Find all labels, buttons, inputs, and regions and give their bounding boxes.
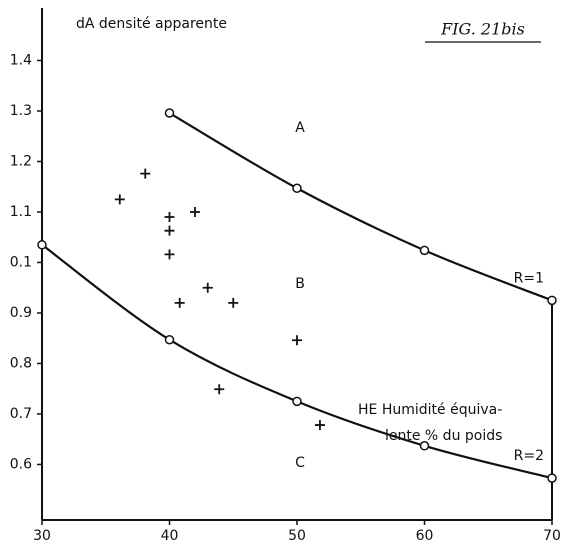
x-tick-label: 30 (33, 528, 51, 544)
y-tick-label: 1.4 (10, 52, 32, 68)
curve (168, 112, 553, 302)
curve-point (292, 396, 302, 407)
annotation: A (295, 120, 305, 136)
curve-point (37, 240, 47, 250)
cross-point (140, 168, 151, 179)
annotation: B (295, 276, 305, 292)
cross-point (164, 249, 175, 260)
curve-point (164, 334, 175, 345)
x-tick-label: 50 (288, 528, 306, 544)
curve-point (547, 295, 557, 306)
curve-point (292, 183, 302, 193)
legend-label: R=1 (514, 270, 544, 286)
curve-point (419, 245, 430, 256)
curve-point (419, 441, 430, 451)
cross-point (174, 297, 185, 308)
y-tick-label: 0.6 (10, 456, 32, 472)
y-tick-label: 0.7 (10, 406, 32, 422)
cross-point (214, 384, 225, 395)
cross-point (314, 420, 325, 431)
y-tick-label: 0.8 (10, 355, 32, 371)
cross-point (228, 297, 239, 308)
annotation: HE Humidité équiva- (358, 402, 502, 418)
chart-title: FIG. 21bis (440, 20, 525, 39)
annotation: C (295, 455, 305, 471)
y-tick-label: 1.1 (10, 204, 32, 220)
y-tick-label: 1.3 (10, 103, 32, 119)
y-axis-label: dA densité apparente (76, 16, 227, 32)
cross-point (114, 194, 125, 205)
y-tick-label: 0.9 (10, 305, 32, 321)
y-tick-label: 0.1 (10, 254, 32, 270)
cross-point (190, 206, 200, 217)
cross-point (164, 225, 175, 236)
legend-label: R=2 (514, 448, 544, 464)
cross-point (164, 212, 175, 223)
cross-point (292, 335, 302, 346)
y-tick-label: 1.2 (10, 153, 32, 169)
x-tick-label: 40 (161, 528, 179, 544)
cross-point (202, 282, 213, 293)
curve-point (547, 473, 557, 483)
annotation: lente % du poids (385, 428, 502, 444)
x-tick-label: 60 (416, 528, 434, 544)
x-tick-label: 70 (543, 528, 561, 544)
curve-point (164, 108, 175, 118)
